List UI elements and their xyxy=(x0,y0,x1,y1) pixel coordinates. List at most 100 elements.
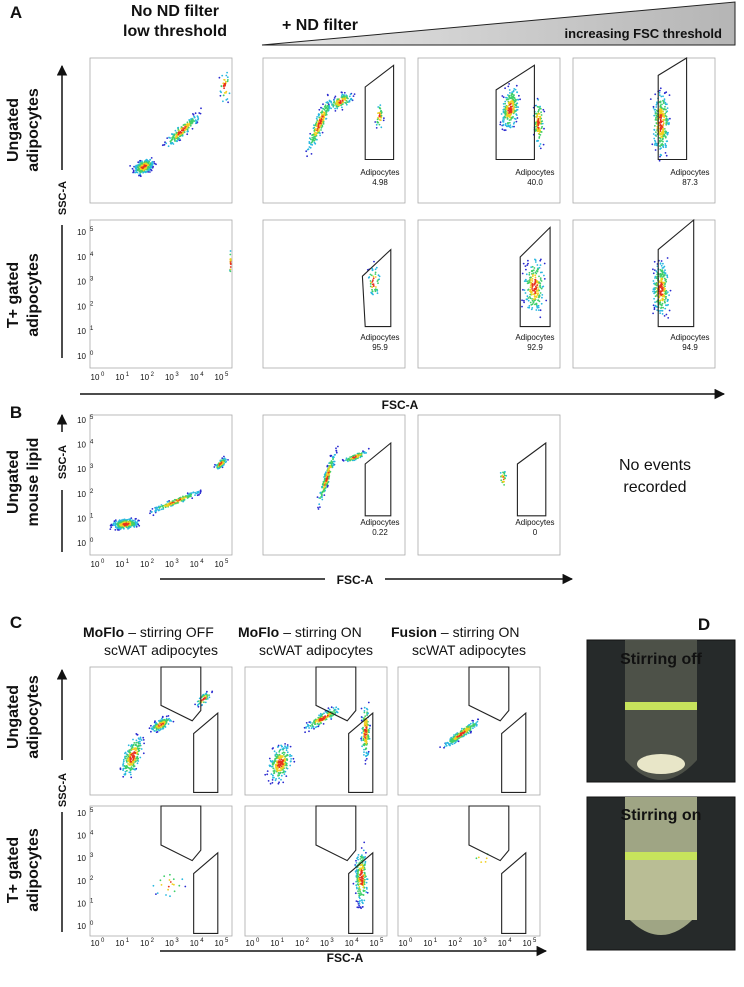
event-dot xyxy=(186,123,189,125)
event-dot xyxy=(368,276,371,278)
event-dot xyxy=(311,136,314,139)
event-dot xyxy=(161,719,163,722)
suspension xyxy=(625,860,697,920)
event-dot xyxy=(318,108,321,111)
event-dot xyxy=(304,731,306,734)
event-dot xyxy=(526,295,529,298)
event-dot xyxy=(170,503,173,506)
event-dot xyxy=(211,690,214,693)
event-dot xyxy=(143,165,146,168)
event-dot xyxy=(355,862,358,864)
event-dot xyxy=(504,124,507,127)
event-dot xyxy=(186,128,189,131)
event-dot xyxy=(198,697,201,700)
event-dot xyxy=(126,754,129,756)
event-dot xyxy=(662,137,664,140)
event-dot xyxy=(663,113,665,116)
event-dot xyxy=(501,475,504,477)
event-dot xyxy=(176,499,179,501)
event-dot xyxy=(659,140,661,143)
event-dot xyxy=(314,726,317,729)
event-dot xyxy=(197,703,200,706)
event-dot xyxy=(139,742,142,745)
event-dot xyxy=(173,890,176,893)
event-dot xyxy=(323,105,326,108)
event-dot xyxy=(662,284,665,287)
event-dot xyxy=(365,878,368,880)
event-dot xyxy=(652,304,655,307)
event-dot xyxy=(197,700,200,702)
event-dot xyxy=(278,751,281,753)
event-dot xyxy=(662,144,664,146)
event-dot xyxy=(506,125,509,128)
event-dot xyxy=(378,123,381,126)
event-dot xyxy=(506,111,509,114)
event-dot xyxy=(130,768,133,770)
event-dot xyxy=(666,274,669,277)
event-dot xyxy=(536,127,539,130)
event-dot xyxy=(185,495,188,497)
event-dot xyxy=(445,744,448,747)
event-dot xyxy=(281,755,284,758)
event-dot xyxy=(456,733,459,736)
event-dot xyxy=(148,727,151,730)
event-dot xyxy=(311,724,314,727)
event-dot xyxy=(225,458,227,461)
event-dot xyxy=(319,492,322,494)
event-dot xyxy=(513,125,515,128)
event-dot xyxy=(180,500,183,502)
event-dot xyxy=(533,283,536,286)
event-dot xyxy=(150,511,153,513)
event-dot xyxy=(283,763,286,766)
event-dot xyxy=(522,288,524,291)
event-dot xyxy=(362,902,364,905)
event-dot xyxy=(327,109,329,111)
event-dot xyxy=(358,867,361,870)
event-dot xyxy=(284,743,286,745)
event-dot xyxy=(139,175,142,178)
tick-exponent: 3 xyxy=(483,938,487,944)
event-dot xyxy=(162,720,165,723)
tick-exponent: 4 xyxy=(90,440,94,446)
event-dot xyxy=(539,115,542,118)
event-dot xyxy=(541,122,544,125)
event-dot xyxy=(134,758,137,761)
event-dot xyxy=(531,284,534,286)
event-dot xyxy=(284,770,287,773)
event-dot xyxy=(531,298,533,300)
event-dot xyxy=(155,506,158,509)
event-dot xyxy=(354,864,357,867)
event-dot xyxy=(360,869,363,872)
tick-base: 10 xyxy=(91,560,100,569)
event-dot xyxy=(475,857,478,860)
event-dot xyxy=(199,492,202,495)
event-dot xyxy=(273,761,276,764)
event-dot xyxy=(194,491,197,494)
event-dot xyxy=(539,105,541,108)
event-dot xyxy=(182,500,185,503)
event-dot xyxy=(197,705,200,708)
tick-exponent: 5 xyxy=(225,559,229,565)
event-dot xyxy=(360,737,362,740)
event-dot xyxy=(465,731,468,733)
event-dot xyxy=(449,740,452,743)
event-dot xyxy=(506,113,509,115)
event-dot xyxy=(160,884,163,886)
event-dot xyxy=(170,139,173,141)
event-dot xyxy=(266,770,269,772)
tick-base: 10 xyxy=(77,228,86,237)
event-dot xyxy=(357,856,359,859)
event-dot xyxy=(319,122,321,125)
event-dot xyxy=(367,447,370,450)
event-dot xyxy=(171,141,174,144)
event-dot xyxy=(175,136,178,139)
tick-base: 10 xyxy=(77,832,86,841)
event-dot xyxy=(155,163,157,166)
event-dot xyxy=(160,504,163,506)
event-dot xyxy=(136,762,139,765)
event-dot xyxy=(535,296,538,298)
event-dot xyxy=(454,734,457,736)
event-dot xyxy=(148,167,151,170)
event-dot xyxy=(509,114,512,116)
event-dot xyxy=(653,282,655,285)
